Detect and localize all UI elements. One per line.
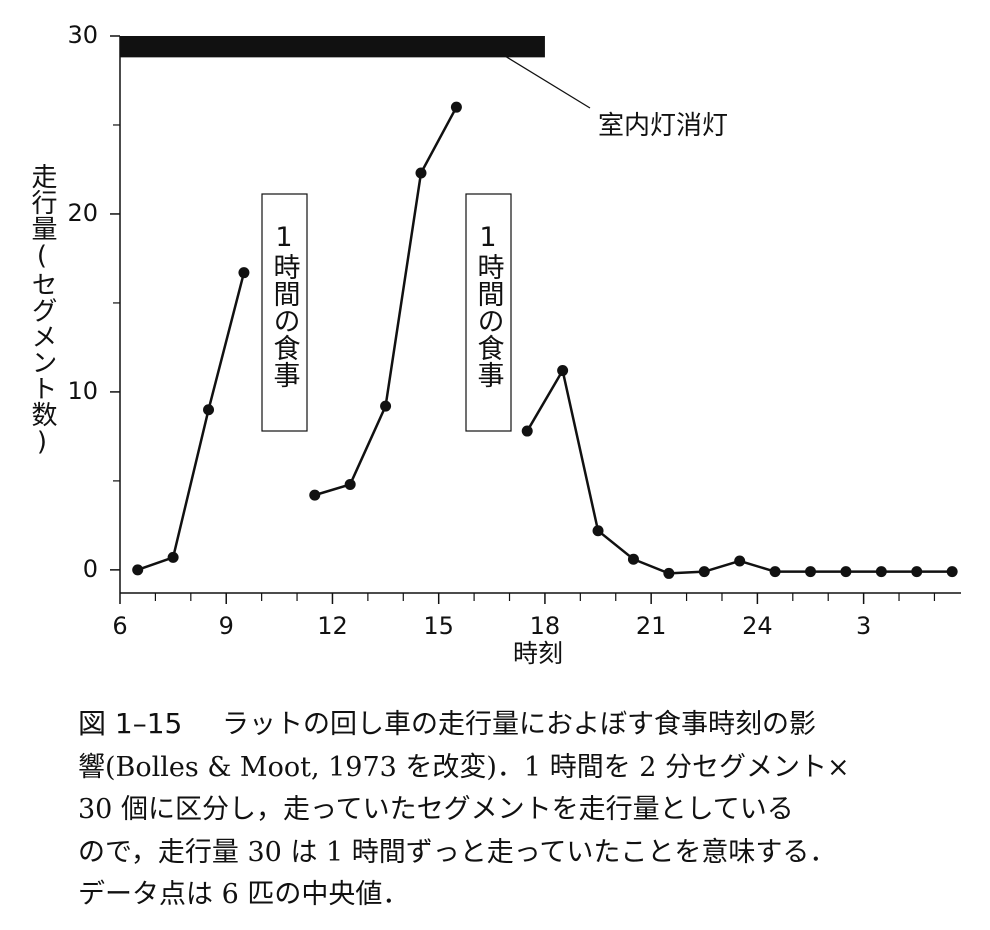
meal-box (261, 193, 308, 432)
x-axis-label: 時刻 (513, 639, 563, 668)
caption-line: ラットの回し車の走行量におよぼす食事時刻の影 (222, 709, 816, 740)
y-tick-label: 0 (83, 555, 98, 583)
caption-line: 響(Bolles & Moot, 1973 を改変)．1 時間を 2 分セグメン… (78, 752, 850, 783)
data-point (557, 365, 569, 377)
x-tick-label: 12 (317, 612, 348, 640)
data-point (734, 555, 746, 567)
y-tick-label: 30 (67, 21, 98, 49)
data-point (415, 167, 427, 179)
data-point (946, 566, 958, 578)
data-point (592, 525, 604, 537)
meal-label: 1時間の食事 (269, 222, 300, 388)
leader-line (504, 55, 591, 109)
x-tick-label: 3 (856, 612, 871, 640)
figure-number: 図 1–15 (78, 707, 182, 740)
data-point (521, 425, 533, 437)
x-tick-label: 15 (423, 612, 454, 640)
x-tick-label: 9 (219, 612, 234, 640)
meal-box (465, 193, 512, 432)
caption-line: ので，走行量 30 は 1 時間ずっと走っていたことを意味する． (78, 837, 836, 868)
data-point (698, 566, 710, 578)
y-tick-label: 10 (67, 377, 98, 405)
data-point (875, 566, 887, 578)
x-tick-label: 21 (636, 612, 667, 640)
data-point (132, 564, 144, 576)
meal-label: 1時間の食事 (473, 222, 504, 388)
data-point (911, 566, 923, 578)
caption-line: データ点は 6 匹の中央値． (78, 879, 409, 910)
data-point (840, 566, 852, 578)
y-tick-label: 20 (67, 199, 98, 227)
data-point (167, 551, 179, 563)
data-line (137, 106, 953, 575)
data-point (627, 553, 639, 565)
lights-off-label: 室内灯消灯 (598, 111, 728, 141)
x-tick-label: 6 (112, 612, 127, 640)
data-point (805, 566, 817, 578)
data-point (450, 101, 462, 113)
y-axis-label: 走行量(セグメント数) (27, 163, 57, 457)
caption-line: 30 個に区分し，走っていたセグメントを走行量としている (78, 794, 794, 825)
x-tick-label: 18 (530, 612, 561, 640)
data-point (238, 267, 250, 279)
data-point (663, 567, 675, 579)
data-point (380, 400, 392, 412)
data-point (309, 489, 321, 501)
lights-off-bar (120, 36, 545, 58)
x-tick-label: 24 (742, 612, 773, 640)
data-point (344, 478, 356, 490)
data-point (203, 404, 215, 416)
data-point (769, 566, 781, 578)
